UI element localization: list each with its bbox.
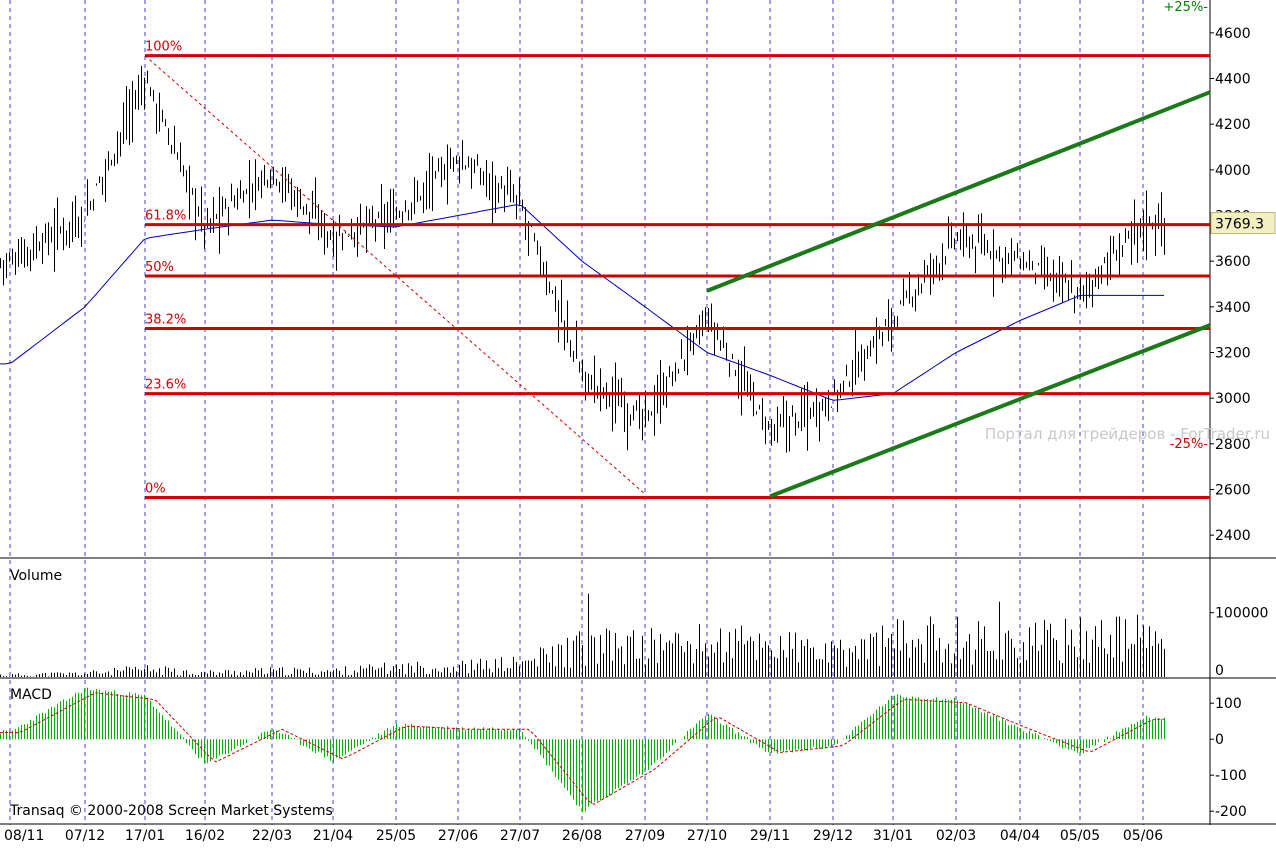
copyright-text: Transaq © 2000-2008 Screen Market System… [9, 803, 333, 819]
price-tick-label: 2800 [1215, 437, 1251, 453]
price-tick-label: 2600 [1215, 483, 1251, 499]
fib-level-label: 50% [145, 260, 174, 275]
macd-panel [0, 687, 1165, 812]
volume-panel [0, 593, 1165, 677]
price-tick-label: 4000 [1215, 163, 1251, 179]
x-tick-label: 25/05 [376, 828, 416, 844]
x-tick-label: 27/07 [500, 828, 540, 844]
x-tick-label: 21/04 [313, 828, 353, 844]
price-tick-label: 4200 [1215, 117, 1251, 133]
volume-tick-label: 0 [1215, 663, 1224, 679]
x-tick-label: 22/03 [252, 828, 292, 844]
x-tick-label: 16/02 [185, 828, 225, 844]
macd-tick-label: -100 [1215, 768, 1247, 784]
x-tick-label: 02/03 [936, 828, 976, 844]
volume-bars [0, 593, 1165, 677]
fib-level-label: 38.2% [145, 313, 186, 328]
x-tick-label: 07/12 [65, 828, 105, 844]
macd-signal-line [0, 692, 1164, 805]
top-percent-label: +25%- [1164, 0, 1209, 15]
axes: 2400260028003000320034003600380040004200… [4, 26, 1276, 844]
price-panel: 100% 61.8% 50% 38.2% 23.6% 0% [0, 40, 1211, 499]
x-tick-label: 31/01 [873, 828, 913, 844]
last-price-tag [1210, 212, 1276, 235]
grid-lines [0, 0, 1276, 825]
price-tick-label: 3000 [1215, 391, 1251, 407]
x-tick-label: 05/05 [1060, 828, 1100, 844]
x-tick-label: 05/06 [1123, 828, 1163, 844]
macd-tick-label: 0 [1215, 732, 1224, 748]
x-tick-label: 26/08 [562, 828, 602, 844]
volume-panel-title: Volume [10, 568, 62, 584]
x-tick-label: 27/09 [625, 828, 665, 844]
x-tick-label: 27/06 [438, 828, 478, 844]
price-tick-label: 4400 [1215, 72, 1251, 88]
volume-tick-label: 100000 [1215, 606, 1268, 622]
price-bars [0, 66, 1165, 453]
watermark: Портал для трейдеров - ForTrader.ru [985, 425, 1270, 443]
x-tick-label: 04/04 [1000, 828, 1040, 844]
x-tick-label: 29/12 [813, 828, 853, 844]
channel-line-lower [769, 323, 1211, 499]
macd-panel-title: MACD [10, 687, 52, 703]
fib-level-label: 61.8% [145, 209, 186, 224]
x-tick-label: 17/01 [125, 828, 165, 844]
channel-line-upper [706, 90, 1211, 293]
macd-histogram [0, 687, 1165, 812]
x-tick-label: 29/11 [750, 828, 790, 844]
fib-level-label: 100% [145, 40, 182, 55]
x-tick-label: 08/11 [4, 828, 44, 844]
price-tick-label: 3400 [1215, 300, 1251, 316]
last-price-label: 3769.3 [1215, 217, 1264, 233]
price-tick-label: 3200 [1215, 346, 1251, 362]
moving-average-line [0, 204, 1164, 401]
x-tick-label: 27/10 [687, 828, 727, 844]
macd-tick-label: -200 [1215, 804, 1247, 820]
price-tick-label: 4600 [1215, 26, 1251, 42]
price-tick-label: 2400 [1215, 528, 1251, 544]
fib-level-label: 0% [145, 481, 166, 496]
minus-percent-label: -25%- [1170, 437, 1209, 452]
fib-level-label: 23.6% [145, 378, 186, 393]
macd-tick-label: 100 [1215, 696, 1242, 712]
price-tick-label: 3600 [1215, 254, 1251, 270]
